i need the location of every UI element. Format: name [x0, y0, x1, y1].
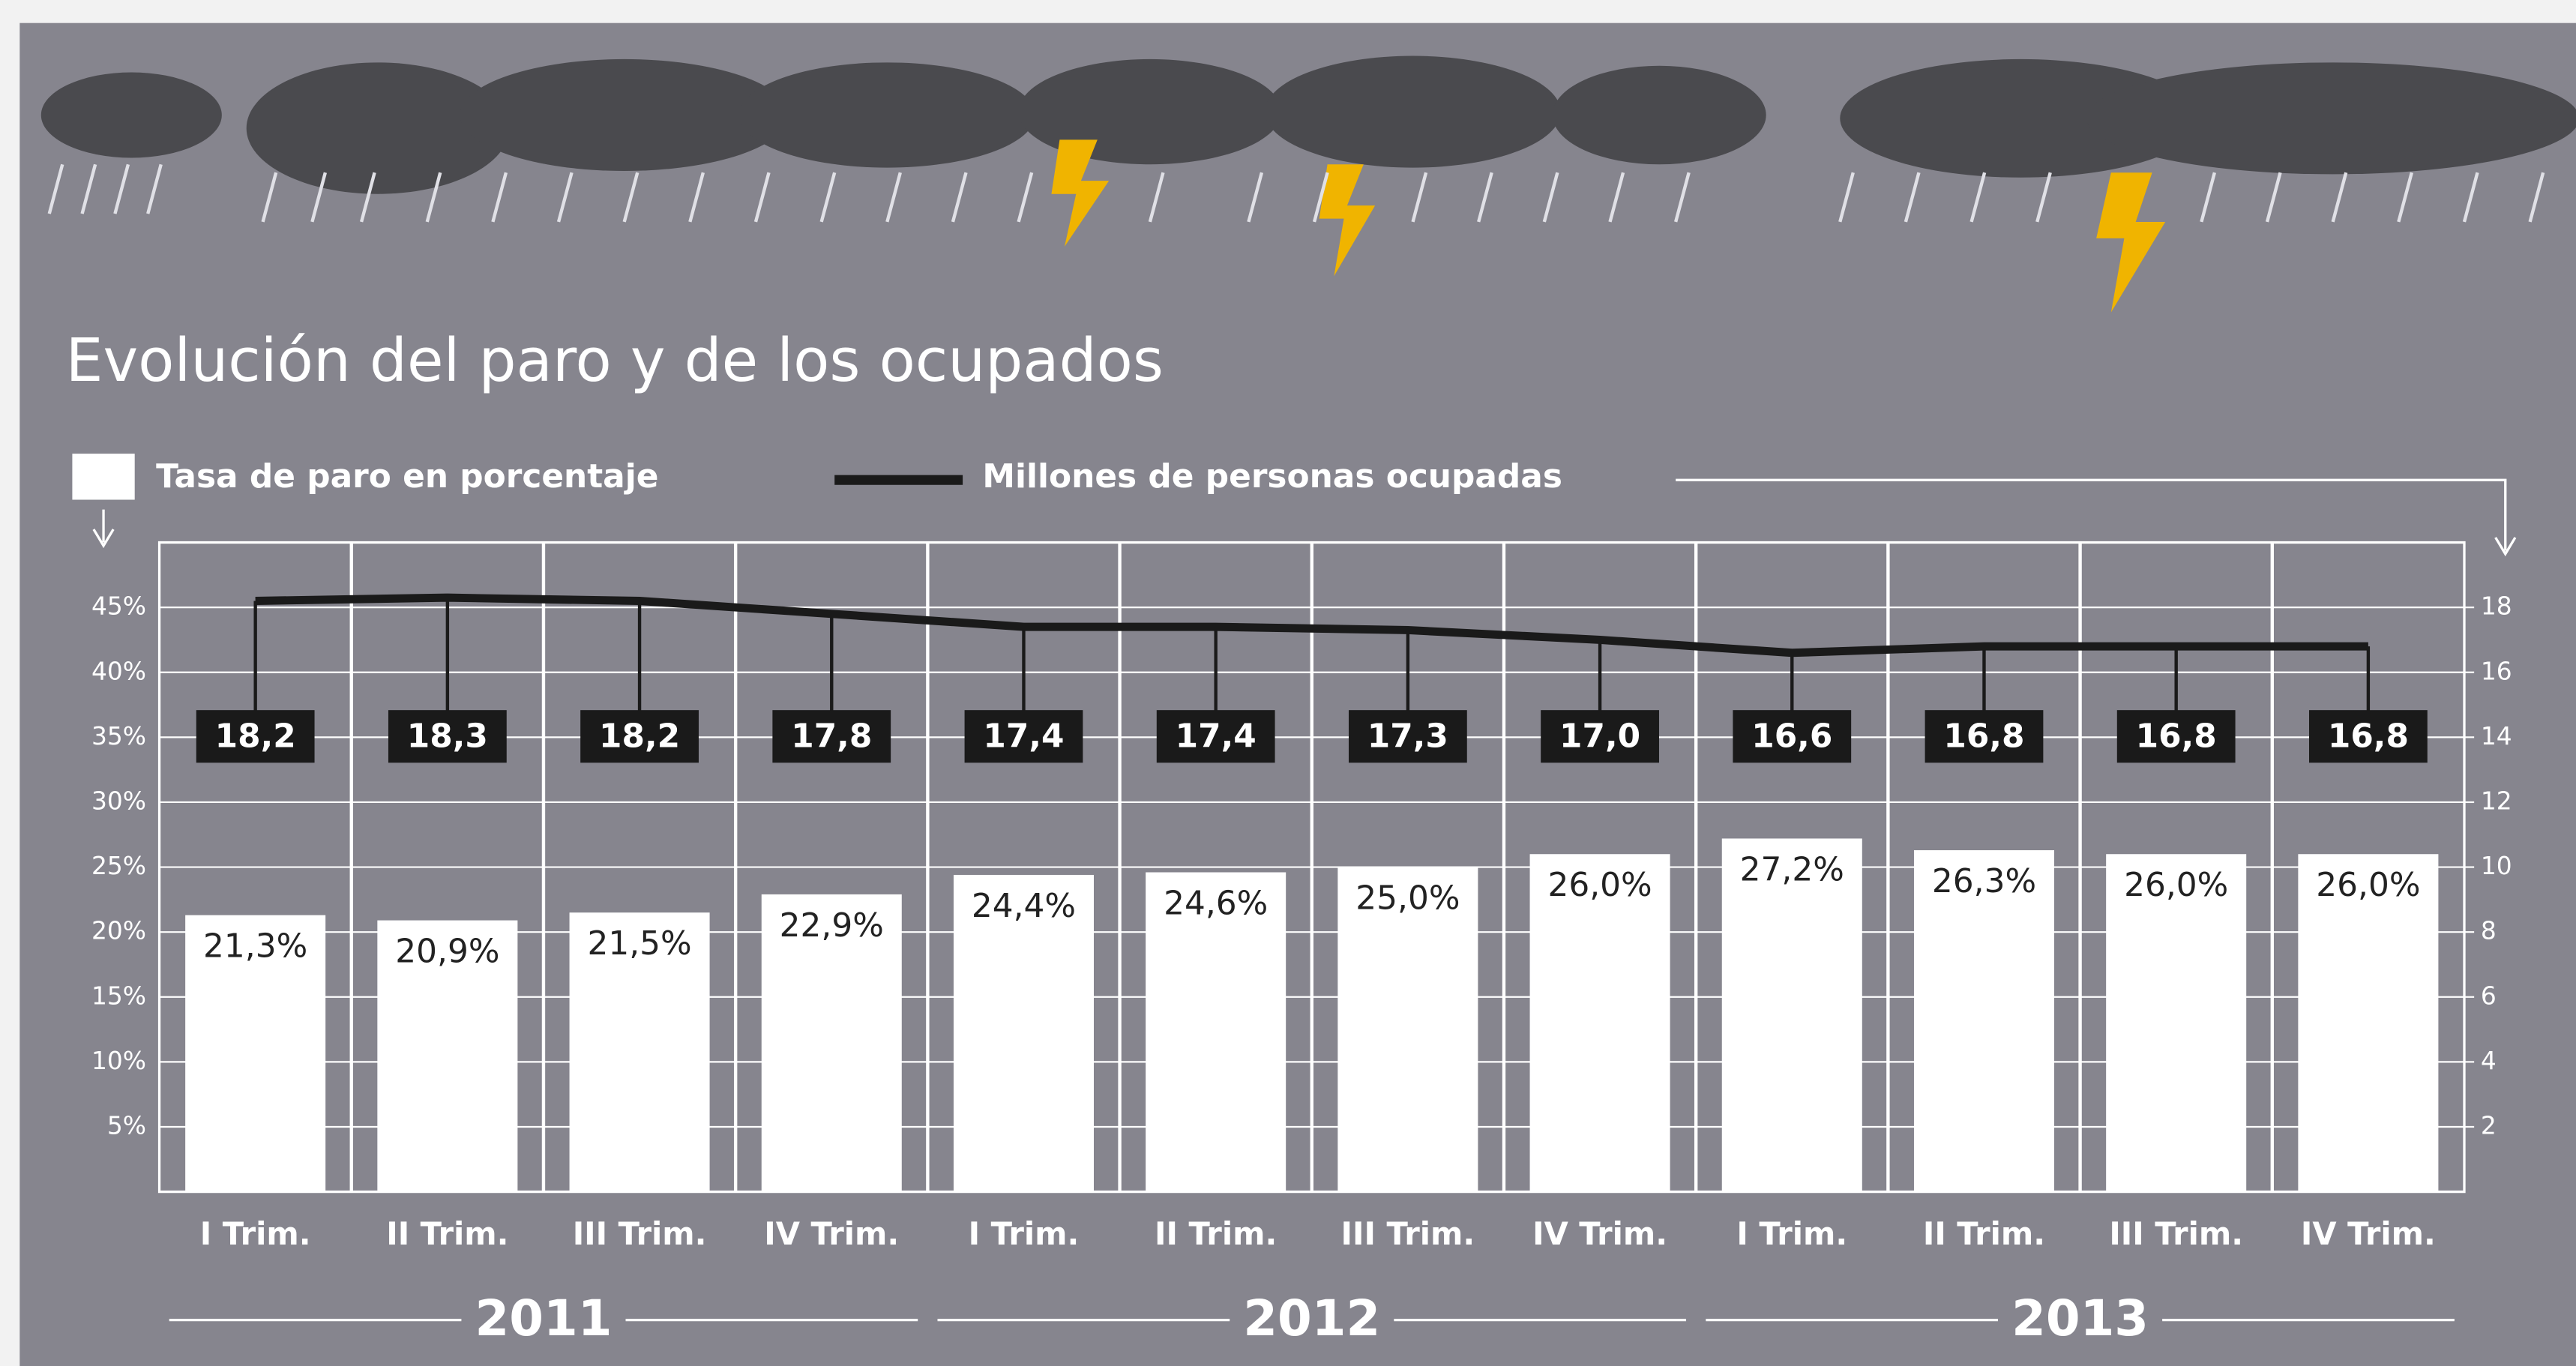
bar-value-label: 21,3%: [203, 927, 307, 965]
bar-value-label: 24,4%: [972, 887, 1076, 925]
year-label: 2012: [1243, 1290, 1380, 1347]
legend-label: Millones de personas ocupadas: [982, 457, 1562, 496]
bar-value-label: 25,0%: [1355, 879, 1460, 917]
line-value-label: 16,8: [2136, 717, 2217, 755]
bar-value-label: 26,0%: [2316, 866, 2420, 904]
y-tick-label: 5%: [107, 1110, 146, 1140]
chart-title: Evolución del paro y de los ocupados: [66, 326, 1164, 395]
y2-tick-label: 12: [2481, 786, 2512, 815]
y2-tick-label: 14: [2481, 721, 2512, 750]
line-value-label: 16,6: [1751, 717, 1832, 755]
y-tick-label: 25%: [91, 851, 146, 880]
y-tick-label: 35%: [91, 721, 146, 750]
y-tick-label: 20%: [91, 916, 146, 945]
y2-tick-label: 8: [2481, 916, 2497, 945]
bar: [1914, 850, 2054, 1192]
line-value-label: 17,3: [1367, 717, 1448, 755]
y2-tick-label: 2: [2481, 1110, 2497, 1140]
line-value-label: 17,8: [791, 717, 872, 755]
chart: Evolución del paro y de los ocupados Tas…: [0, 0, 2576, 1366]
x-tick-label: I Trim.: [969, 1215, 1080, 1252]
x-tick-label: II Trim.: [1155, 1215, 1277, 1252]
line-value-label: 17,4: [983, 717, 1064, 755]
x-tick-label: III Trim.: [1341, 1215, 1475, 1252]
line-value-label: 18,2: [599, 717, 680, 755]
y-tick-label: 30%: [91, 786, 146, 815]
bar: [1722, 838, 1862, 1191]
bar-value-label: 26,0%: [2124, 866, 2228, 904]
legend-label: Tasa de paro en porcentaje: [156, 457, 658, 496]
line-value-label: 16,8: [1943, 717, 2024, 755]
y-tick-label: 10%: [91, 1046, 146, 1075]
year-label: 2013: [2011, 1290, 2149, 1347]
y2-tick-label: 10: [2481, 851, 2512, 880]
line-value-label: 18,2: [215, 717, 296, 755]
line-value-label: 16,8: [2328, 717, 2409, 755]
y2-tick-label: 6: [2481, 981, 2497, 1010]
x-tick-label: I Trim.: [200, 1215, 311, 1252]
y2-tick-label: 4: [2481, 1046, 2497, 1075]
line-value-label: 17,4: [1176, 717, 1257, 755]
x-tick-label: II Trim.: [1923, 1215, 2045, 1252]
bar-value-label: 24,6%: [1164, 884, 1268, 922]
x-tick-label: I Trim.: [1736, 1215, 1847, 1252]
bar-value-label: 26,3%: [1932, 862, 2036, 900]
year-label: 2011: [475, 1290, 612, 1347]
y2-tick-label: 18: [2481, 592, 2512, 621]
x-tick-label: III Trim.: [573, 1215, 707, 1252]
x-tick-label: IV Trim.: [1532, 1215, 1667, 1252]
y2-tick-label: 16: [2481, 656, 2512, 685]
x-tick-label: III Trim.: [2109, 1215, 2243, 1252]
bar-value-label: 26,0%: [1547, 866, 1652, 904]
line-value-label: 17,0: [1559, 717, 1640, 755]
x-tick-label: IV Trim.: [2301, 1215, 2436, 1252]
bar-value-label: 22,9%: [780, 906, 884, 945]
y-tick-label: 45%: [91, 592, 146, 621]
bar-value-label: 20,9%: [395, 932, 499, 970]
bar: [2298, 854, 2438, 1191]
x-tick-label: II Trim.: [386, 1215, 508, 1252]
bar: [2106, 854, 2246, 1191]
y-tick-label: 40%: [91, 656, 146, 685]
bar-value-label: 21,5%: [587, 924, 691, 963]
x-tick-label: IV Trim.: [764, 1215, 899, 1252]
bar-value-label: 27,2%: [1740, 850, 1844, 888]
legend-swatch-bar: [72, 454, 134, 499]
y-tick-label: 15%: [91, 981, 146, 1010]
bar: [1530, 854, 1670, 1191]
page: {"chart_data": { "type": "bar", "title":…: [0, 0, 2576, 1366]
line-value-label: 18,3: [407, 717, 488, 755]
